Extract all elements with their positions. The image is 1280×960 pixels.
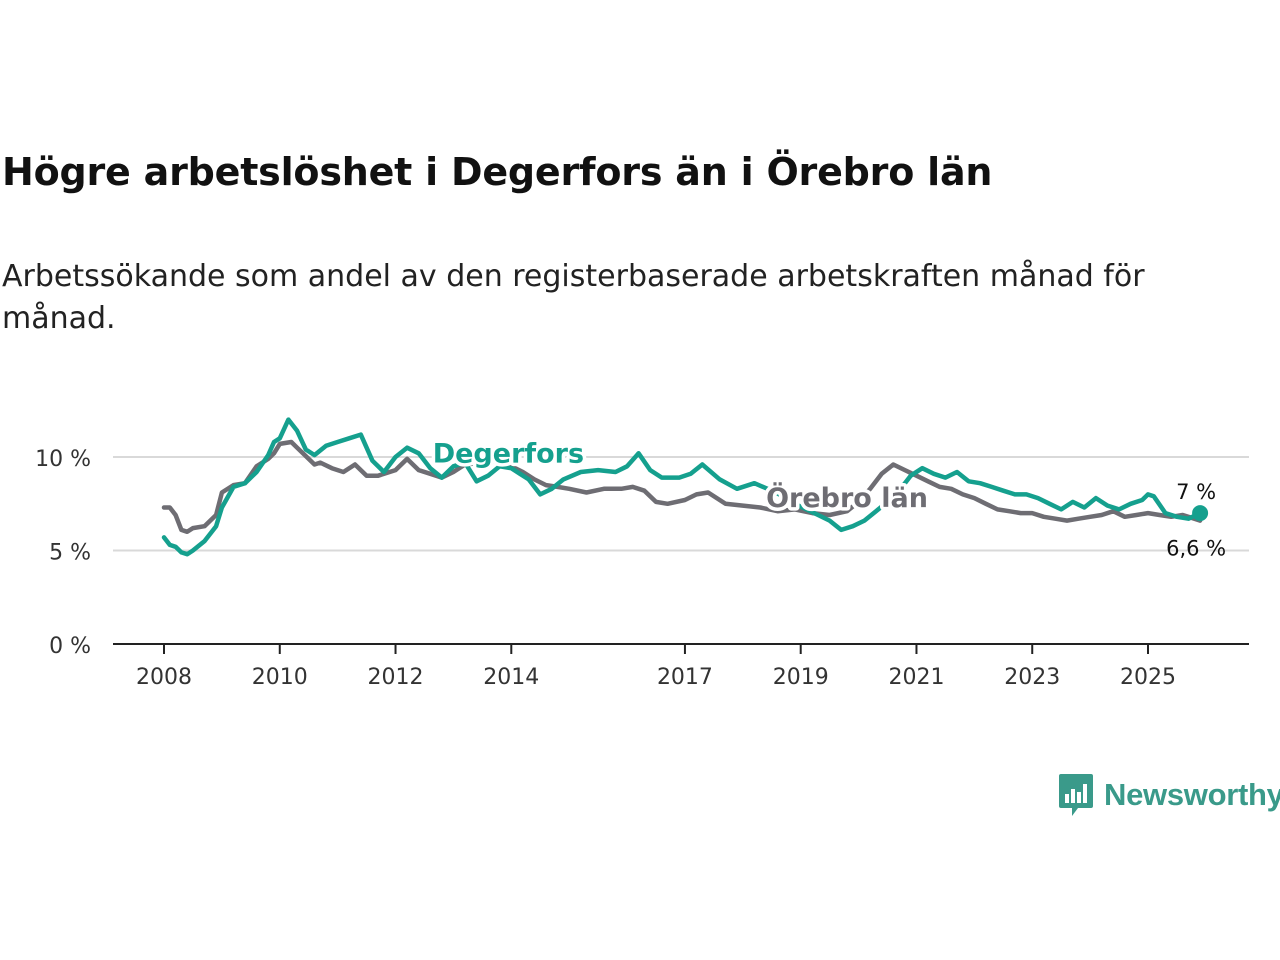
series-label-degerfors: Degerfors [433,438,584,469]
y-tick-label: 10 % [35,447,91,472]
series-lines [161,417,1209,557]
x-tick-label: 2010 [252,665,308,690]
x-tick-label: 2012 [368,665,424,690]
chart-subtitle: Arbetssökande som andel av den registerb… [2,259,1145,336]
series-label--rebro-l-n: Örebro län [766,481,928,514]
x-tick-label: 2014 [483,665,539,690]
x-axis: 2008 2010 2012 2014 2017 2019 2021 2023 2025 [113,643,1249,690]
x-tick-label: 2021 [888,665,944,690]
chart-title: Högre arbetslöshet i Degerfors än i Öreb… [2,150,993,194]
brand-name: Newsworthy [1104,777,1280,812]
brand-logo: Newsworthy [1058,772,1280,818]
series-labels: 6,6 % 7 % Degerfors Örebro län [429,435,1226,561]
x-tick-label: 2019 [773,665,829,690]
gridlines [113,456,1249,552]
y-axis-ticks: 0 % 5 % 10 % [35,447,91,659]
line-chart: 0 %5 %10 % 2008 2010 2012 2014 2017 2019 2021 2… [35,417,1249,690]
end-point-degerfors [1192,505,1209,522]
y-tick-label: 5 % [49,541,91,566]
series-line-degerfors [161,417,1203,557]
x-tick-label: 2023 [1004,665,1060,690]
series-line--rebro-l-n [161,439,1203,535]
end-value-label--rebro-l-n: 6,6 % [1166,537,1226,561]
newsworthy-logo-icon [1059,774,1093,816]
end-value-label-degerfors: 7 % [1176,480,1216,504]
x-tick-label: 2017 [657,665,713,690]
y-tick-label: 0 % [49,634,91,659]
x-tick-label: 2025 [1120,665,1176,690]
x-tick-label: 2008 [136,665,192,690]
